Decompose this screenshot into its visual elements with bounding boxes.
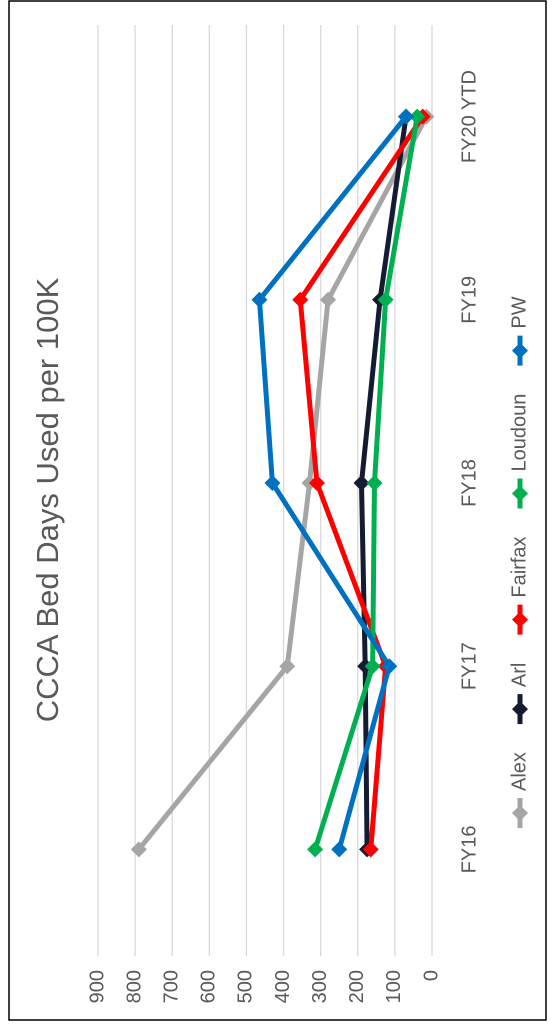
y-tick-label: 800	[123, 970, 145, 1003]
data-point	[130, 841, 147, 858]
data-point	[409, 108, 426, 125]
legend-label: Alex	[508, 752, 530, 791]
data-point	[279, 658, 296, 675]
legend-marker	[512, 611, 528, 628]
y-tick-label: 200	[346, 970, 368, 1003]
legend-marker	[512, 485, 528, 502]
data-point	[264, 475, 281, 491]
legend-label: Loudoun	[508, 394, 530, 472]
legend-label: Fairfax	[508, 537, 530, 598]
data-point	[308, 475, 325, 491]
data-point	[381, 658, 398, 675]
rotated-chart: CCCA Bed Days Used per 100K 0 100 200 300 40…	[30, 25, 530, 1003]
y-tick-label: 300	[309, 970, 331, 1003]
series-line	[256, 115, 408, 851]
data-point	[320, 291, 337, 308]
chart-title: CCCA Bed Days Used per 100K	[30, 277, 65, 722]
legend-label: Arl	[508, 663, 530, 687]
data-point	[292, 291, 309, 308]
data-point	[366, 475, 383, 491]
chart-border	[8, 0, 547, 1021]
y-tick-label: 900	[86, 970, 108, 1003]
y-tick-label: 700	[161, 970, 183, 1003]
data-point	[377, 291, 394, 308]
data-point	[398, 108, 415, 125]
series-line	[136, 115, 429, 851]
data-point	[251, 291, 268, 308]
legend-label: PW	[508, 296, 530, 328]
y-tick-label: 500	[235, 970, 257, 1003]
legend-marker	[512, 701, 528, 718]
data-point	[364, 658, 381, 675]
data-point	[331, 841, 348, 858]
y-tick-label: 0	[420, 970, 442, 981]
x-tick-label: FY17	[458, 642, 480, 690]
y-tick-label: 600	[198, 970, 220, 1003]
y-tick-label: 400	[272, 970, 294, 1003]
data-point	[353, 475, 370, 491]
x-tick-label: FY20 YTD	[458, 70, 480, 163]
data-point	[362, 841, 379, 858]
x-tick-label: FY16	[458, 825, 480, 873]
x-tick-label: FY19	[458, 276, 480, 324]
y-tick-label: 100	[383, 970, 405, 1003]
legend-marker	[512, 805, 528, 821]
x-tick-label: FY18	[458, 459, 480, 507]
legend-marker	[512, 342, 528, 359]
